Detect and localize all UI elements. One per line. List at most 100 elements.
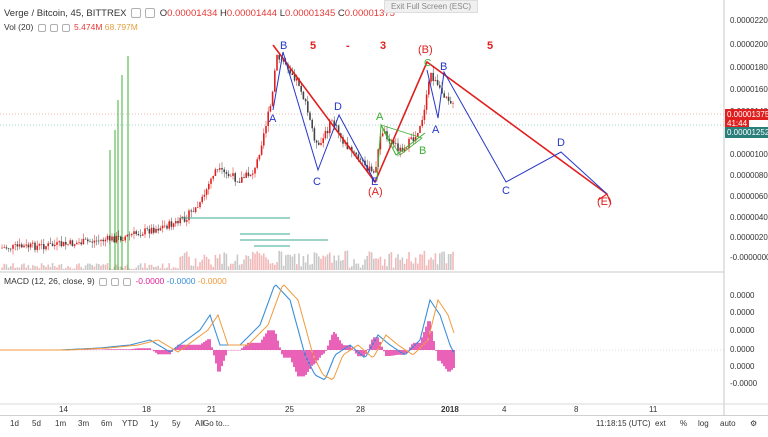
macd-hist-bar — [199, 345, 200, 350]
macd-hist-bar — [325, 350, 326, 351]
volume-bar — [138, 265, 140, 270]
close-icon[interactable] — [62, 24, 70, 32]
settings-gear-icon[interactable]: ⚙ — [750, 419, 757, 428]
goto-button[interactable]: Go to... — [203, 419, 229, 428]
candle-body — [1, 248, 3, 249]
candle-body — [241, 177, 243, 183]
time-tick: 11 — [649, 405, 657, 414]
macd-hist-bar — [253, 343, 254, 350]
candle-body — [146, 228, 148, 229]
hide-icon[interactable] — [131, 8, 141, 18]
auto-toggle[interactable]: auto — [720, 419, 736, 428]
volume-profile-lines — [180, 218, 328, 246]
macd-hist-bar — [111, 349, 112, 350]
macd-hist-bar — [211, 347, 212, 350]
candle-body — [259, 155, 261, 160]
candle-body — [309, 113, 311, 120]
settings-icon[interactable] — [50, 24, 58, 32]
candle-body — [210, 179, 212, 184]
macd-hist-bar — [129, 349, 130, 350]
wave-label-b1: B — [280, 40, 287, 52]
macd-hist-bar — [421, 337, 422, 350]
candle-body — [96, 241, 98, 242]
macd-hist-bar — [285, 350, 286, 358]
timeframe-1d[interactable]: 1d — [10, 419, 19, 428]
candle-body — [201, 197, 203, 202]
volume-bar — [294, 254, 296, 270]
blue-wave-line-right — [427, 70, 607, 194]
candle-body — [100, 240, 102, 241]
candle-body — [395, 143, 397, 144]
wave-label-c-right: C — [502, 185, 510, 197]
timeframe-5y[interactable]: 5y — [172, 419, 180, 428]
candle-body — [12, 245, 14, 249]
macd-hist-bar — [113, 349, 114, 350]
candle-body — [406, 148, 408, 149]
timeframe-3m[interactable]: 3m — [78, 419, 89, 428]
macd-hist-bar — [283, 350, 284, 358]
candle-body — [85, 239, 87, 240]
percent-toggle[interactable]: % — [680, 419, 687, 428]
macd-hist-bar — [319, 350, 320, 358]
macd-hist-bar — [107, 349, 108, 350]
volume-bar — [344, 251, 346, 270]
volume-bar — [129, 268, 131, 270]
volume-bar — [142, 268, 144, 270]
settings-icon[interactable] — [111, 278, 119, 286]
timeframe-5d[interactable]: 5d — [32, 419, 41, 428]
low-value: 0.00001345 — [285, 8, 335, 19]
candle-body — [80, 242, 82, 244]
candle-body — [270, 106, 272, 112]
macd-hist-bar — [267, 330, 268, 350]
volume-legend[interactable]: Vol (20) 5.474M 68.797M — [4, 22, 138, 32]
exit-fullscreen-button[interactable]: Exit Full Screen (ESC) — [384, 0, 478, 13]
hide-icon[interactable] — [99, 278, 107, 286]
utc-clock[interactable]: 11:18:15 (UTC) — [596, 419, 651, 428]
macd-legend[interactable]: MACD (12, 26, close, 9) -0.0000 -0.0000 … — [4, 276, 227, 286]
candle-body — [265, 126, 267, 133]
volume-bar — [206, 257, 208, 270]
hide-icon[interactable] — [38, 24, 46, 32]
volume-bar — [410, 261, 412, 270]
timeframe-1m[interactable]: 1m — [55, 419, 66, 428]
macd-hist-bar — [153, 350, 154, 351]
macd-hist-bar — [223, 350, 224, 361]
volume-bar — [221, 264, 223, 270]
macd-hist-bar — [121, 349, 122, 350]
volume-bar — [274, 265, 276, 270]
log-toggle[interactable]: log — [698, 419, 709, 428]
timeframe-6m[interactable]: 6m — [101, 419, 112, 428]
symbol-legend[interactable]: Verge / Bitcoin, 45, BITTREX O0.00001434… — [4, 8, 395, 19]
close-icon[interactable] — [123, 278, 131, 286]
volume-bar — [256, 251, 258, 270]
volume-bar — [391, 252, 393, 270]
candle-body — [105, 240, 107, 241]
macd-hist-bar — [143, 348, 144, 350]
macd-hist-bar — [339, 340, 340, 350]
ext-toggle[interactable]: ext — [655, 419, 666, 428]
timeframe-ytd[interactable]: YTD — [122, 419, 138, 428]
macd-hist-bar — [297, 350, 298, 376]
volume-bar — [94, 267, 96, 270]
time-tick: 28 — [356, 405, 365, 414]
wave-label-a-paren: (A) — [368, 186, 383, 198]
volume-bar — [197, 267, 199, 270]
volume-bar — [120, 266, 122, 270]
time-tick: 8 — [574, 405, 578, 414]
macd-line — [0, 285, 454, 379]
volume-bar — [399, 260, 401, 270]
volume-bar — [267, 260, 269, 270]
macd-hist-bar — [225, 350, 226, 355]
timeframe-1y[interactable]: 1y — [150, 419, 158, 428]
candle-body — [382, 133, 384, 136]
macd-hist-bar — [135, 348, 136, 350]
settings-icon[interactable] — [145, 8, 155, 18]
candle-body — [443, 93, 445, 97]
candle-body — [234, 173, 236, 181]
